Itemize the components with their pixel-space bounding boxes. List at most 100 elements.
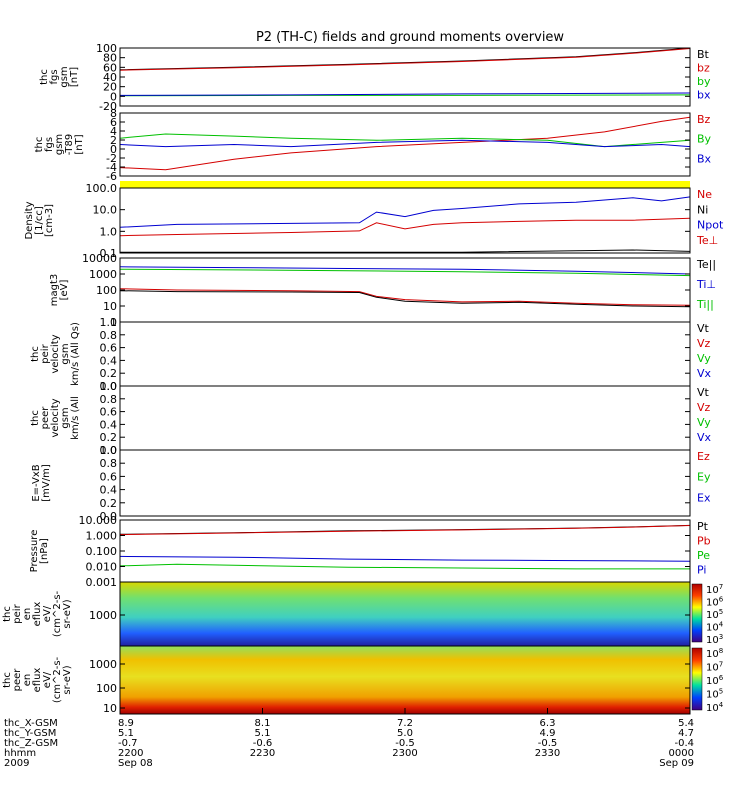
y-axis-label: gsm [60, 407, 71, 428]
panel-pressure [119, 519, 691, 583]
panel-efield [119, 449, 691, 517]
y-tick-label: 0.001 [86, 576, 118, 589]
x-row-value: -0.6 [253, 738, 273, 749]
x-row-value: 5.0 [397, 728, 413, 739]
colorbar-label: 108 [706, 647, 723, 660]
y-tick-label: 100 [96, 284, 117, 297]
series-line-red [119, 217, 691, 237]
legend-entry: Pe [697, 549, 710, 562]
y-axis-label: -T89 [64, 134, 75, 156]
y-tick-label: -4 [106, 161, 117, 174]
y-tick-label: 10 [103, 300, 117, 313]
y-tick-label: 10 [103, 702, 117, 715]
series-line-black [120, 249, 691, 253]
y-tick-label: -2 [106, 152, 117, 165]
y-tick-label: 0.8 [100, 393, 118, 406]
y-tick-label: 0 [110, 90, 117, 103]
y-tick-label: 10000 [82, 252, 117, 265]
y-axis-label: fgs [44, 137, 55, 152]
y-axis-label: eV/ [42, 671, 53, 688]
legend-entry: Pt [697, 520, 709, 533]
colorbar-label: 106 [706, 674, 724, 687]
legend-entry: Ex [697, 491, 711, 504]
legend-entry: Vx [697, 431, 712, 444]
y-axis-label: [mV/m] [41, 464, 52, 502]
y-axis-label: eflux [32, 602, 43, 627]
y-tick-label: 1.0 [100, 225, 118, 238]
legend-entry: Npot [697, 219, 724, 232]
x-row-value: 0000 [669, 748, 694, 759]
y-axis-label: [nT] [74, 134, 85, 154]
colorbar-label: 107 [706, 583, 723, 596]
colorbar-label: 104 [706, 701, 724, 714]
series-line-blue [119, 139, 691, 148]
y-tick-label: 1.0 [100, 444, 118, 457]
y-tick-label: 0.8 [100, 329, 118, 342]
x-row-label: thc_Z-GSM [4, 738, 58, 749]
colorbar-peir-spec [691, 583, 703, 643]
colorbar-peer-spec [691, 647, 703, 711]
x-row-value: 2200 [118, 748, 143, 759]
y-tick-label: 0.6 [100, 342, 118, 355]
y-tick-label: 0.1 [100, 247, 118, 260]
y-tick-label: 4 [110, 125, 117, 138]
y-axis-label: peer [12, 668, 23, 692]
y-tick-label: 1.0 [100, 380, 118, 393]
y-tick-label: 0.0 [100, 510, 118, 523]
panel-frame [119, 187, 691, 254]
panel-frame [119, 47, 691, 107]
y-tick-label: 0.0 [100, 380, 118, 393]
y-axis-label: (cm^2-s- [52, 590, 63, 637]
x-row-value: 2300 [392, 748, 417, 759]
x-row-label: thc_X-GSM [4, 718, 58, 729]
panel-fgs-t89 [119, 112, 691, 177]
y-axis-label: [nPa] [39, 538, 50, 564]
y-tick-label: 0.6 [100, 470, 118, 483]
panel-frame [119, 449, 691, 517]
y-axis-label: sr-eV) [62, 665, 73, 694]
y-tick-label: 100 [96, 682, 117, 695]
x-row-label: hhmm [4, 748, 36, 759]
y-tick-label: -20 [99, 100, 117, 113]
y-axis-label: gsm [60, 343, 71, 364]
colorbar-label: 105 [706, 688, 723, 701]
panel-frame [119, 385, 691, 451]
y-axis-label: thc [2, 606, 13, 622]
y-axis-label: thc [30, 410, 41, 426]
y-tick-label: 80 [103, 52, 117, 65]
x-row-value: 4.9 [540, 728, 556, 739]
x-row-value: -0.5 [395, 738, 415, 749]
legend-entry: Vz [697, 337, 711, 350]
y-axis-label: Pressure [29, 530, 40, 573]
y-tick-label: 1.000 [86, 530, 118, 543]
x-row-label: 2009 [4, 758, 29, 769]
panel-peir-vel [119, 321, 691, 387]
y-tick-label: 1000 [89, 658, 117, 671]
spectrogram-peer-spec [120, 646, 690, 714]
y-tick-label: 0.4 [100, 354, 118, 367]
status-bar [120, 181, 690, 188]
y-axis-label: [nT] [69, 67, 80, 87]
x-row-value: 7.2 [397, 718, 413, 729]
y-axis-label: [cm-3] [44, 204, 55, 237]
y-axis-label: en [22, 608, 33, 621]
x-row-value: -0.5 [538, 738, 558, 749]
legend-entry: bx [697, 89, 711, 102]
y-axis-label: Density [24, 201, 35, 239]
y-axis-label: sr-eV) [62, 599, 73, 628]
legend-entry: Te|| [696, 258, 716, 271]
colorbar-label: 103 [706, 633, 723, 646]
panel-fgs [119, 47, 691, 107]
legend-entry: Bx [697, 152, 712, 165]
y-tick-label: 20 [103, 81, 117, 94]
y-axis-label: (cm^2-s- [52, 656, 63, 703]
x-row-value: 5.1 [255, 728, 271, 739]
y-axis-label: en [22, 674, 33, 687]
legend-entry: Ez [697, 450, 710, 463]
series-line-blue [119, 555, 691, 562]
y-axis-label: thc [2, 672, 13, 688]
y-tick-label: 40 [103, 71, 117, 84]
y-tick-label: -6 [106, 170, 117, 183]
